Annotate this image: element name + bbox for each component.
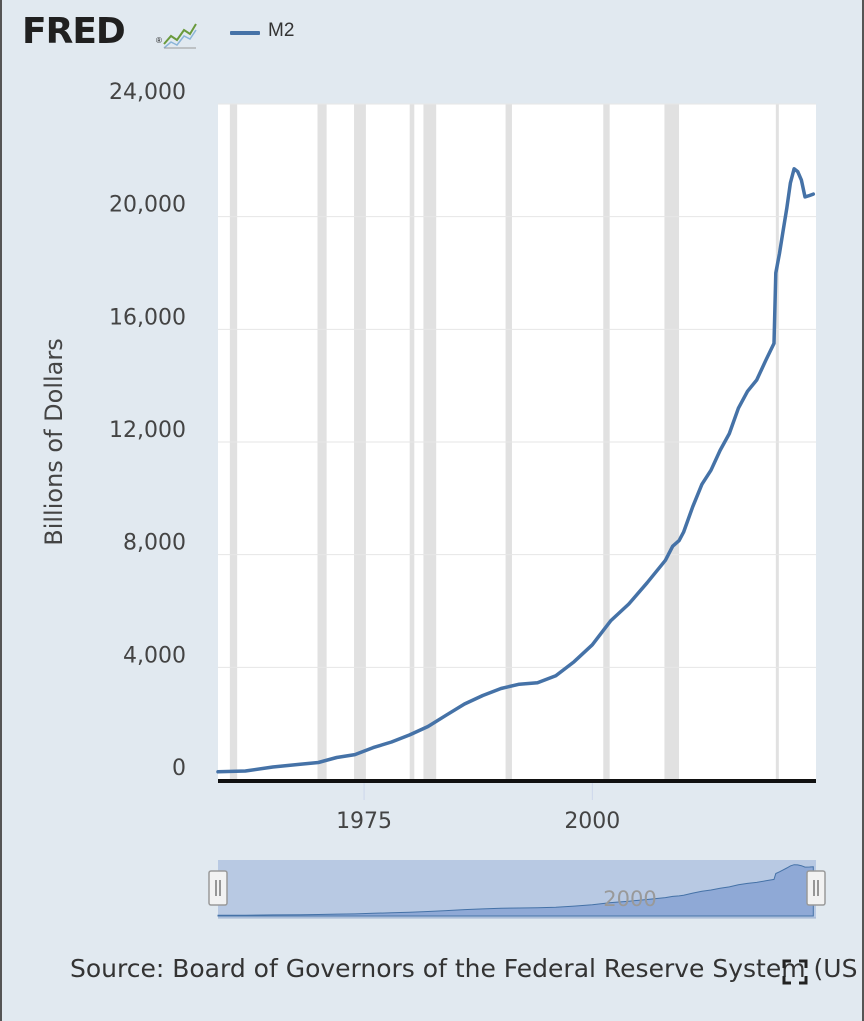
y-tick-label-2: 8,000 — [123, 531, 186, 556]
y-axis-ticks: 0 4,000 8,000 12,000 16,000 20,000 24,000 — [109, 80, 186, 781]
y-tick-label-5: 20,000 — [109, 193, 186, 218]
navigator-handle-right[interactable] — [806, 870, 826, 906]
navigator-label: 2000 — [603, 887, 656, 911]
navigator-series-area — [217, 864, 814, 917]
fullscreen-icon[interactable] — [781, 958, 809, 986]
fred-registered-mark: ® — [156, 36, 162, 45]
navigator[interactable]: 2000 — [208, 860, 826, 919]
y-tick-label-4: 16,000 — [109, 305, 186, 330]
y-tick-label-3: 12,000 — [109, 418, 186, 443]
legend-swatch-m2 — [230, 31, 260, 35]
source-note: Source: Board of Governors of the Federa… — [70, 954, 858, 983]
frame-edge-right — [862, 0, 864, 1021]
y-tick-label-6: 24,000 — [109, 80, 186, 105]
chart-header: FRED ® M2 — [22, 10, 422, 54]
y-tick-label-0: 0 — [172, 756, 186, 781]
x-tick-label-1: 2000 — [564, 809, 620, 834]
series-line-m2 — [216, 167, 816, 774]
series-lines — [216, 167, 816, 774]
legend-label-m2: M2 — [268, 20, 295, 41]
x-tick-label-0: 1975 — [336, 809, 392, 834]
trend-chart-icon — [163, 23, 197, 49]
frame-edge-left — [0, 0, 2, 1021]
navigator-handle-left[interactable] — [208, 870, 228, 906]
fred-logo[interactable]: FRED — [22, 11, 126, 52]
y-axis-label: Billions of Dollars — [40, 338, 68, 546]
y-tick-label-1: 4,000 — [123, 643, 186, 668]
x-axis-ticks: 1975 2000 — [336, 783, 620, 834]
